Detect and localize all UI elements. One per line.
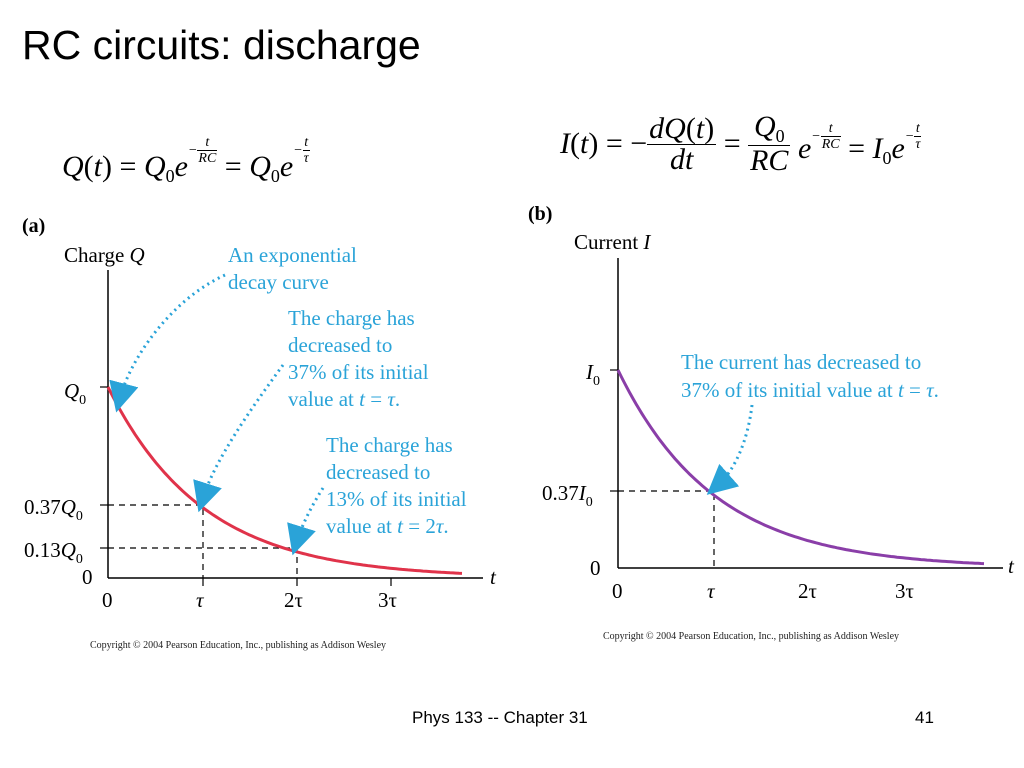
panel-b-xtick-2tau: 2τ [798,579,817,603]
panel-a-guide-2tau [108,547,298,578]
panel-a-ytick-013: 0.13Q0 [24,538,83,567]
panel-b-label: (b) [528,203,553,225]
panel-a-arrow-decay [109,273,226,413]
panel-b-decay-curve [616,369,985,566]
panel-a-arrow-13 [287,487,325,556]
panel-a-ytick-q0: Q0 [64,379,86,408]
panel-a-annotation-decay: An exponential decay curve [228,243,357,294]
panel-a-decay-curve [106,386,463,575]
panel-b-xtick-tau: τ [707,579,716,603]
slide-title: RC circuits: discharge [22,22,421,68]
panel-b-xtick-3tau: 3τ [895,579,914,603]
footer-course: Phys 133 -- Chapter 31 [412,708,588,727]
panel-b-guide-tau [618,490,715,568]
panel-b-annotation-37: The current has decreased to 37% of its i… [681,350,939,402]
panel-b-xtick-0: 0 [612,579,623,603]
panel-b-copyright: Copyright © 2004 Pearson Education, Inc.… [603,631,900,642]
panel-b-y-label: Current I [574,230,651,254]
panel-a-x-var: t [490,565,497,589]
panel-b-ytick-i0: I0 [585,360,600,389]
panel-b-x-var: t [1008,554,1015,578]
footer-page-number: 41 [915,708,934,727]
panel-a-guide-tau [108,504,204,578]
charge-equation: Q(t) = Q0e− t RC = Q0e− t τ [62,135,310,187]
panel-a-xtick-tau: τ [196,588,205,612]
panel-a-xtick-0: 0 [102,588,113,612]
panel-a-ytick-0: 0 [82,565,93,589]
panel-a-xtick-3tau: 3τ [378,588,397,612]
panel-a-annotation-37: The charge has decreased to 37% of its ini… [288,306,429,411]
panel-a-annotation-13: The charge has decreased to 13% of its ini… [326,433,467,538]
panel-a-copyright: Copyright © 2004 Pearson Education, Inc.… [90,640,387,651]
panel-a-arrow-37 [193,364,285,513]
panel-b-arrow-37 [706,404,754,495]
panel-a-ytick-037: 0.37Q0 [24,495,83,524]
panel-a-y-label: Charge Q [64,243,145,267]
panel-b-ytick-0: 0 [590,556,601,580]
panel-a-xtick-2tau: 2τ [284,588,303,612]
current-equation: I(t) = − dQ(t) dt = Q0 RC e− t RC = I0e− t τ [560,110,922,177]
panel-a-label: (a) [22,215,46,237]
panel-b-ytick-037: 0.37I0 [542,481,593,510]
